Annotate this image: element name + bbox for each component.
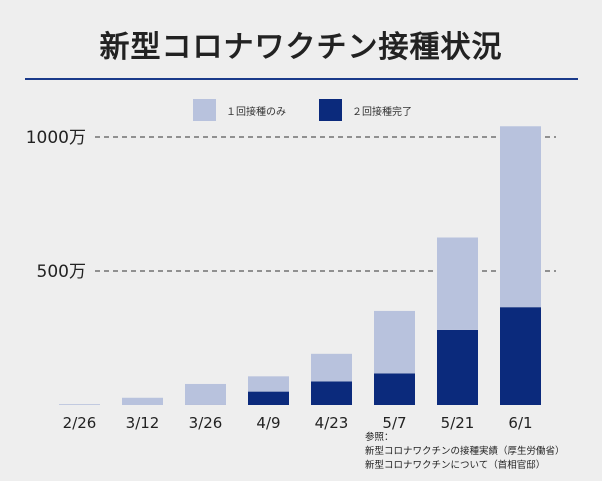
- bar-second-dose-6/1: [500, 307, 541, 405]
- bar-first-dose-6/1: [500, 126, 541, 308]
- bar-second-dose-4/9: [248, 391, 289, 405]
- bar-first-dose-4/9: [248, 376, 289, 392]
- legend: １回接種のみ ２回接種完了: [0, 99, 602, 121]
- bar-first-dose-3/12: [122, 397, 163, 405]
- legend-label-first-dose: １回接種のみ: [226, 106, 286, 118]
- bar-second-dose-5/7: [374, 373, 415, 405]
- x-tick-label-5/7: 5/7: [382, 414, 406, 432]
- x-tick-label-4/9: 4/9: [256, 414, 280, 432]
- y-tick-label-500: 500万: [37, 262, 86, 282]
- legend-item-second-dose: ２回接種完了: [319, 99, 412, 121]
- legend-label-second-dose: ２回接種完了: [352, 106, 412, 118]
- bar-first-dose-5/21: [437, 237, 478, 330]
- x-tick-label-3/26: 3/26: [189, 414, 223, 432]
- x-tick-label-3/12: 3/12: [126, 414, 160, 432]
- notes-line-2: 新型コロナワクチンについて（首相官邸）: [365, 460, 546, 471]
- y-tick-label-1000: 1000万: [26, 128, 86, 148]
- notes-heading: 参照：: [365, 432, 394, 443]
- title-rule: [25, 78, 578, 80]
- legend-swatch-first-dose: [193, 99, 216, 121]
- source-notes: 参照： 新型コロナワクチンの接種実績（厚生労働省） 新型コロナワクチンについて（…: [365, 431, 565, 473]
- x-tick-label-2/26: 2/26: [63, 414, 97, 432]
- legend-swatch-second-dose: [319, 99, 342, 121]
- bar-second-dose-4/23: [311, 381, 352, 405]
- bar-first-dose-3/26: [185, 383, 226, 405]
- x-tick-label-5/21: 5/21: [441, 414, 475, 432]
- legend-item-first-dose: １回接種のみ: [193, 99, 286, 121]
- notes-line-1: 新型コロナワクチンの接種実績（厚生労働省）: [365, 446, 565, 457]
- chart-title: 新型コロナワクチン接種状況: [99, 30, 503, 65]
- x-tick-label-4/23: 4/23: [315, 414, 349, 432]
- bar-first-dose-2/26: [59, 404, 100, 405]
- bar-second-dose-5/21: [437, 329, 478, 405]
- bar-first-dose-5/7: [374, 310, 415, 374]
- bar-first-dose-4/23: [311, 353, 352, 382]
- x-tick-label-6/1: 6/1: [508, 414, 532, 432]
